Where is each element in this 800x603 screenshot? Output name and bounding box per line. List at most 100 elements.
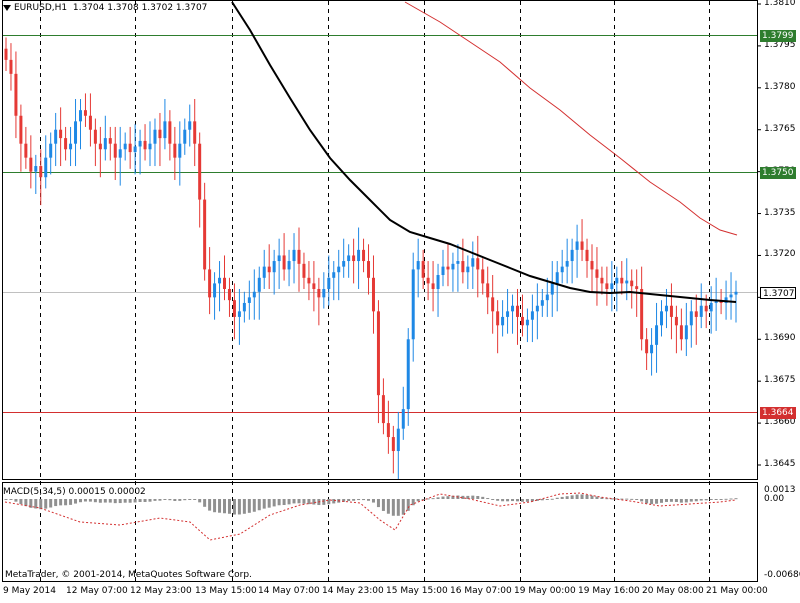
candle-body xyxy=(39,166,43,178)
macd-bar xyxy=(664,499,668,502)
macd-bar xyxy=(163,499,167,500)
macd-bar xyxy=(69,499,73,505)
candle-body xyxy=(386,423,390,438)
candle-body xyxy=(4,48,8,60)
macd-bar xyxy=(267,499,271,508)
candle-body xyxy=(590,261,594,270)
macd-bar xyxy=(83,499,87,502)
symbol-timeframe: EURUSD,H1 xyxy=(14,3,68,13)
time-tick-label: 21 May 00:00 xyxy=(706,586,768,596)
candle-body xyxy=(406,339,410,410)
candle-body xyxy=(232,300,236,317)
macd-bar xyxy=(560,496,564,499)
candle-body xyxy=(367,261,371,278)
macd-bar xyxy=(332,499,336,504)
candle-body xyxy=(327,277,331,289)
candle-body xyxy=(218,277,222,284)
macd-bar xyxy=(302,499,306,504)
macd-bar xyxy=(694,499,698,502)
candle-body xyxy=(486,283,490,298)
macd-bar xyxy=(208,499,212,511)
candle-body xyxy=(59,129,63,139)
candle-body xyxy=(103,138,107,150)
candle-body xyxy=(34,166,38,172)
candle-body xyxy=(620,277,624,284)
macd-bar xyxy=(39,499,43,510)
candle-body xyxy=(24,143,28,158)
macd-bar xyxy=(585,494,589,499)
macd-bar xyxy=(213,499,217,513)
macd-tick-label: 0.00 xyxy=(764,494,785,504)
dropdown-arrow-icon[interactable] xyxy=(3,4,11,11)
candle-body xyxy=(446,266,450,270)
candle-body xyxy=(520,316,524,326)
macd-bar xyxy=(600,497,604,499)
candle-body xyxy=(684,325,688,340)
macd-bar xyxy=(476,495,480,499)
candle-body xyxy=(237,311,241,317)
macd-bar xyxy=(123,499,127,503)
macd-bar xyxy=(555,497,559,499)
candle-body xyxy=(689,311,693,326)
macd-bar xyxy=(371,499,375,503)
macd-bar xyxy=(367,499,371,501)
candle-body xyxy=(600,277,604,284)
candle-body xyxy=(411,269,415,340)
candle-body xyxy=(555,272,559,284)
candle-body xyxy=(143,140,147,150)
candle-body xyxy=(491,297,495,312)
price-tick-label: 1.3690 xyxy=(764,333,796,344)
macd-bar xyxy=(297,499,301,504)
macd-bar xyxy=(198,499,202,503)
candle-body xyxy=(342,261,346,267)
time-tick-label: 13 May 15:00 xyxy=(195,586,257,596)
macd-bar xyxy=(620,498,624,500)
macd-bar xyxy=(615,498,619,500)
candle-body xyxy=(178,143,182,158)
candle-body xyxy=(674,316,678,326)
macd-bar xyxy=(237,499,241,515)
candle-body xyxy=(14,73,18,116)
macd-bar xyxy=(342,499,346,502)
macd-bar xyxy=(535,499,539,501)
candle-body xyxy=(615,277,619,284)
macd-bar xyxy=(88,499,92,502)
macd-bar xyxy=(734,498,738,500)
candle-body xyxy=(332,272,336,278)
candle-body xyxy=(282,255,286,270)
candle-body xyxy=(9,59,13,74)
candle-body xyxy=(401,409,405,429)
candle-body xyxy=(436,275,440,289)
macd-bar xyxy=(580,494,584,499)
price-tick-label: 1.3780 xyxy=(764,81,796,92)
candle-body xyxy=(565,261,569,267)
macd-bar xyxy=(133,499,137,503)
candle-body xyxy=(19,115,23,144)
candle-body xyxy=(560,266,564,273)
macd-bar xyxy=(635,499,639,500)
candle-body xyxy=(451,263,455,270)
time-tick-label: 9 May 2014 xyxy=(3,586,56,596)
macd-bar xyxy=(178,499,182,501)
macd-bar xyxy=(515,499,519,502)
macd-bar xyxy=(362,499,366,501)
candle-body xyxy=(610,283,614,289)
macd-bar xyxy=(650,499,654,505)
candle-body xyxy=(317,288,321,298)
macd-bar xyxy=(640,499,644,502)
candle-body xyxy=(376,311,380,396)
price-tick-label: 1.3765 xyxy=(764,123,796,134)
macd-bar xyxy=(352,499,356,501)
macd-bar xyxy=(143,499,147,502)
copyright-text: MetaTrader, © 2001-2014, MetaQuotes Soft… xyxy=(5,570,252,580)
candle-body xyxy=(481,269,485,284)
macd-bar xyxy=(486,498,490,500)
candle-body xyxy=(357,249,361,262)
macd-bar xyxy=(322,499,326,505)
macd-bar xyxy=(630,498,634,500)
candle-body xyxy=(208,269,212,298)
candle-body xyxy=(128,143,132,153)
time-tick-label: 14 May 07:00 xyxy=(258,586,320,596)
